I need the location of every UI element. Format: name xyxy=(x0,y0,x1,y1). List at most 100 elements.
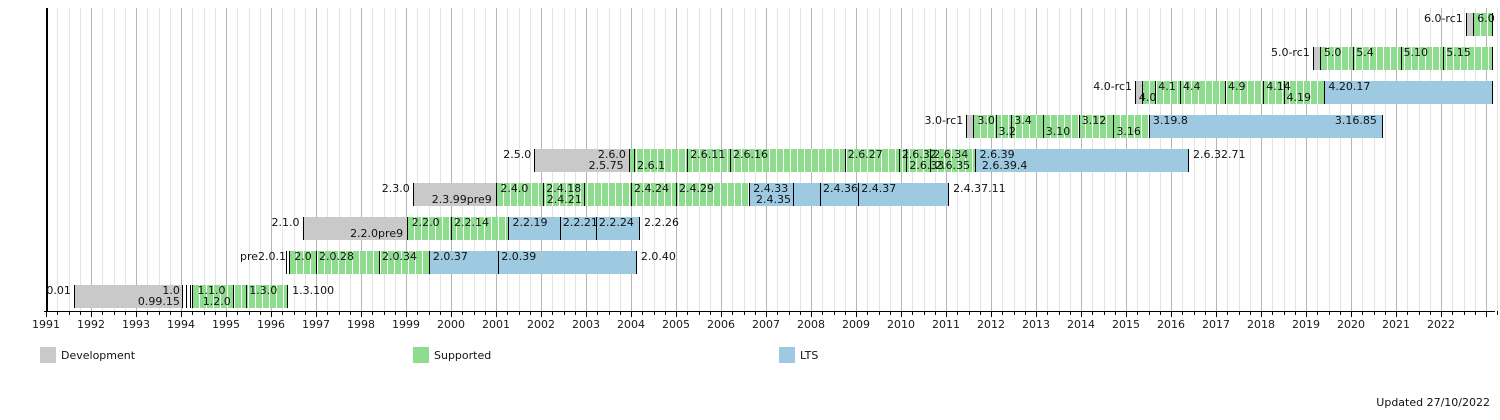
gridline-quarter xyxy=(57,8,59,311)
version-label: 1.0 xyxy=(162,284,180,297)
version-marker-line xyxy=(1400,47,1402,70)
gridline-quarter xyxy=(113,8,115,311)
gridline-quarter xyxy=(1418,8,1420,311)
version-label: 2.2.0 xyxy=(411,216,440,229)
axis-tick-minor xyxy=(518,311,520,315)
bar-segment-supported xyxy=(407,217,509,240)
gridline-quarter xyxy=(484,8,486,311)
year-label: 2017 xyxy=(1202,318,1230,331)
year-label: 1994 xyxy=(167,318,195,331)
pre-label: 5.0-rc1 xyxy=(1270,46,1310,59)
gridline-quarter xyxy=(1373,8,1375,311)
year-label: 2018 xyxy=(1247,318,1275,331)
axis-tick-minor xyxy=(192,311,194,315)
gridline-quarter xyxy=(349,8,351,311)
version-marker-line xyxy=(1263,81,1265,104)
gridline-quarter xyxy=(439,8,441,311)
axis-tick-minor xyxy=(1114,311,1116,315)
bar-segment-supported xyxy=(1473,13,1493,36)
version-label: 3.12 xyxy=(1081,114,1107,127)
axis-tick-major xyxy=(451,311,452,317)
axis-tick-minor xyxy=(788,311,790,315)
axis-tick-minor xyxy=(507,311,509,315)
version-label: 2.6.35 xyxy=(935,159,971,172)
year-label: 2006 xyxy=(707,318,735,331)
axis-tick-major xyxy=(271,311,272,317)
version-label: 2.2.21 xyxy=(562,216,598,229)
version-marker-line xyxy=(1011,115,1013,138)
year-label: 2008 xyxy=(797,318,825,331)
version-label: 6.0 xyxy=(1477,12,1495,25)
axis-tick-minor xyxy=(158,311,160,315)
gridline-year xyxy=(1486,8,1487,311)
bar-segment-lts xyxy=(748,183,950,206)
axis-tick-major xyxy=(1216,311,1217,317)
version-marker-line xyxy=(595,217,597,240)
axis-tick-minor xyxy=(968,311,970,315)
axis-tick-minor xyxy=(1429,311,1431,315)
version-marker-line xyxy=(1353,47,1355,70)
version-label: 2.4.33 xyxy=(753,182,789,195)
axis-tick-minor xyxy=(1362,311,1364,315)
bar-segment-supported xyxy=(1141,81,1324,104)
gridline-quarter xyxy=(1407,8,1409,311)
version-marker-line xyxy=(820,183,821,206)
gridline-quarter xyxy=(383,8,385,311)
year-label: 2014 xyxy=(1067,318,1095,331)
version-label: 3.16 xyxy=(1116,125,1141,138)
axis-tick-minor xyxy=(293,311,295,315)
version-marker-line xyxy=(1180,81,1181,104)
axis-tick-minor xyxy=(462,311,464,315)
version-label: 5.15 xyxy=(1446,46,1471,59)
axis-tick-minor xyxy=(1227,311,1229,315)
version-marker-line xyxy=(232,285,234,308)
axis-tick-minor xyxy=(1463,311,1465,315)
version-label: 2.0 xyxy=(294,250,312,263)
version-label: 5.0 xyxy=(1323,46,1342,59)
gridline-quarter xyxy=(248,8,250,311)
gridline-quarter xyxy=(1249,8,1251,311)
gridline-quarter xyxy=(1452,8,1454,311)
post-label: 2.4.37.11 xyxy=(953,182,1006,195)
axis-tick-minor xyxy=(1272,311,1274,315)
post-label: 2.0.40 xyxy=(640,250,676,263)
version-marker-line xyxy=(543,183,545,206)
release-line xyxy=(189,285,191,308)
version-label: 2.4.24 xyxy=(634,182,669,195)
axis-tick-minor xyxy=(338,311,340,315)
version-label: 3.16.85 xyxy=(1334,114,1377,127)
axis-tick-minor xyxy=(822,311,824,315)
gridline-quarter xyxy=(192,8,194,311)
gridline-quarter xyxy=(394,8,396,311)
axis-tick-minor xyxy=(912,311,914,315)
gridline-year xyxy=(1306,8,1307,311)
gridline-quarter xyxy=(158,8,160,311)
axis-tick-minor xyxy=(169,311,171,315)
version-label: 2.4.18 xyxy=(546,182,582,195)
gridline-quarter xyxy=(102,8,104,311)
gridline-quarter xyxy=(1429,8,1431,311)
axis-tick-minor xyxy=(349,311,351,315)
version-marker-line xyxy=(634,149,636,172)
version-label: 4.14 xyxy=(1266,80,1291,93)
version-label: 2.5.75 xyxy=(588,159,624,172)
release-line xyxy=(285,251,287,274)
gridline-quarter xyxy=(1384,8,1386,311)
version-marker-line xyxy=(631,183,632,206)
year-label: 2003 xyxy=(572,318,600,331)
gridline-quarter xyxy=(1238,8,1240,311)
axis-tick-minor xyxy=(923,311,925,315)
version-label: 1.2.0 xyxy=(202,295,231,308)
year-label: 2004 xyxy=(617,318,645,331)
gridline-quarter xyxy=(293,8,295,311)
bar-segment-development xyxy=(412,183,496,206)
bar-segment-development xyxy=(1312,47,1320,70)
year-label: 2016 xyxy=(1157,318,1185,331)
bar-segment-development xyxy=(966,115,973,138)
axis-tick-minor xyxy=(1069,311,1071,315)
version-label: 2.2.0pre9 xyxy=(350,227,404,240)
axis-tick-minor xyxy=(563,311,565,315)
axis-tick-major xyxy=(226,311,227,317)
version-label: 2.6.11 xyxy=(690,148,726,161)
version-label: 2.2.19 xyxy=(512,216,548,229)
